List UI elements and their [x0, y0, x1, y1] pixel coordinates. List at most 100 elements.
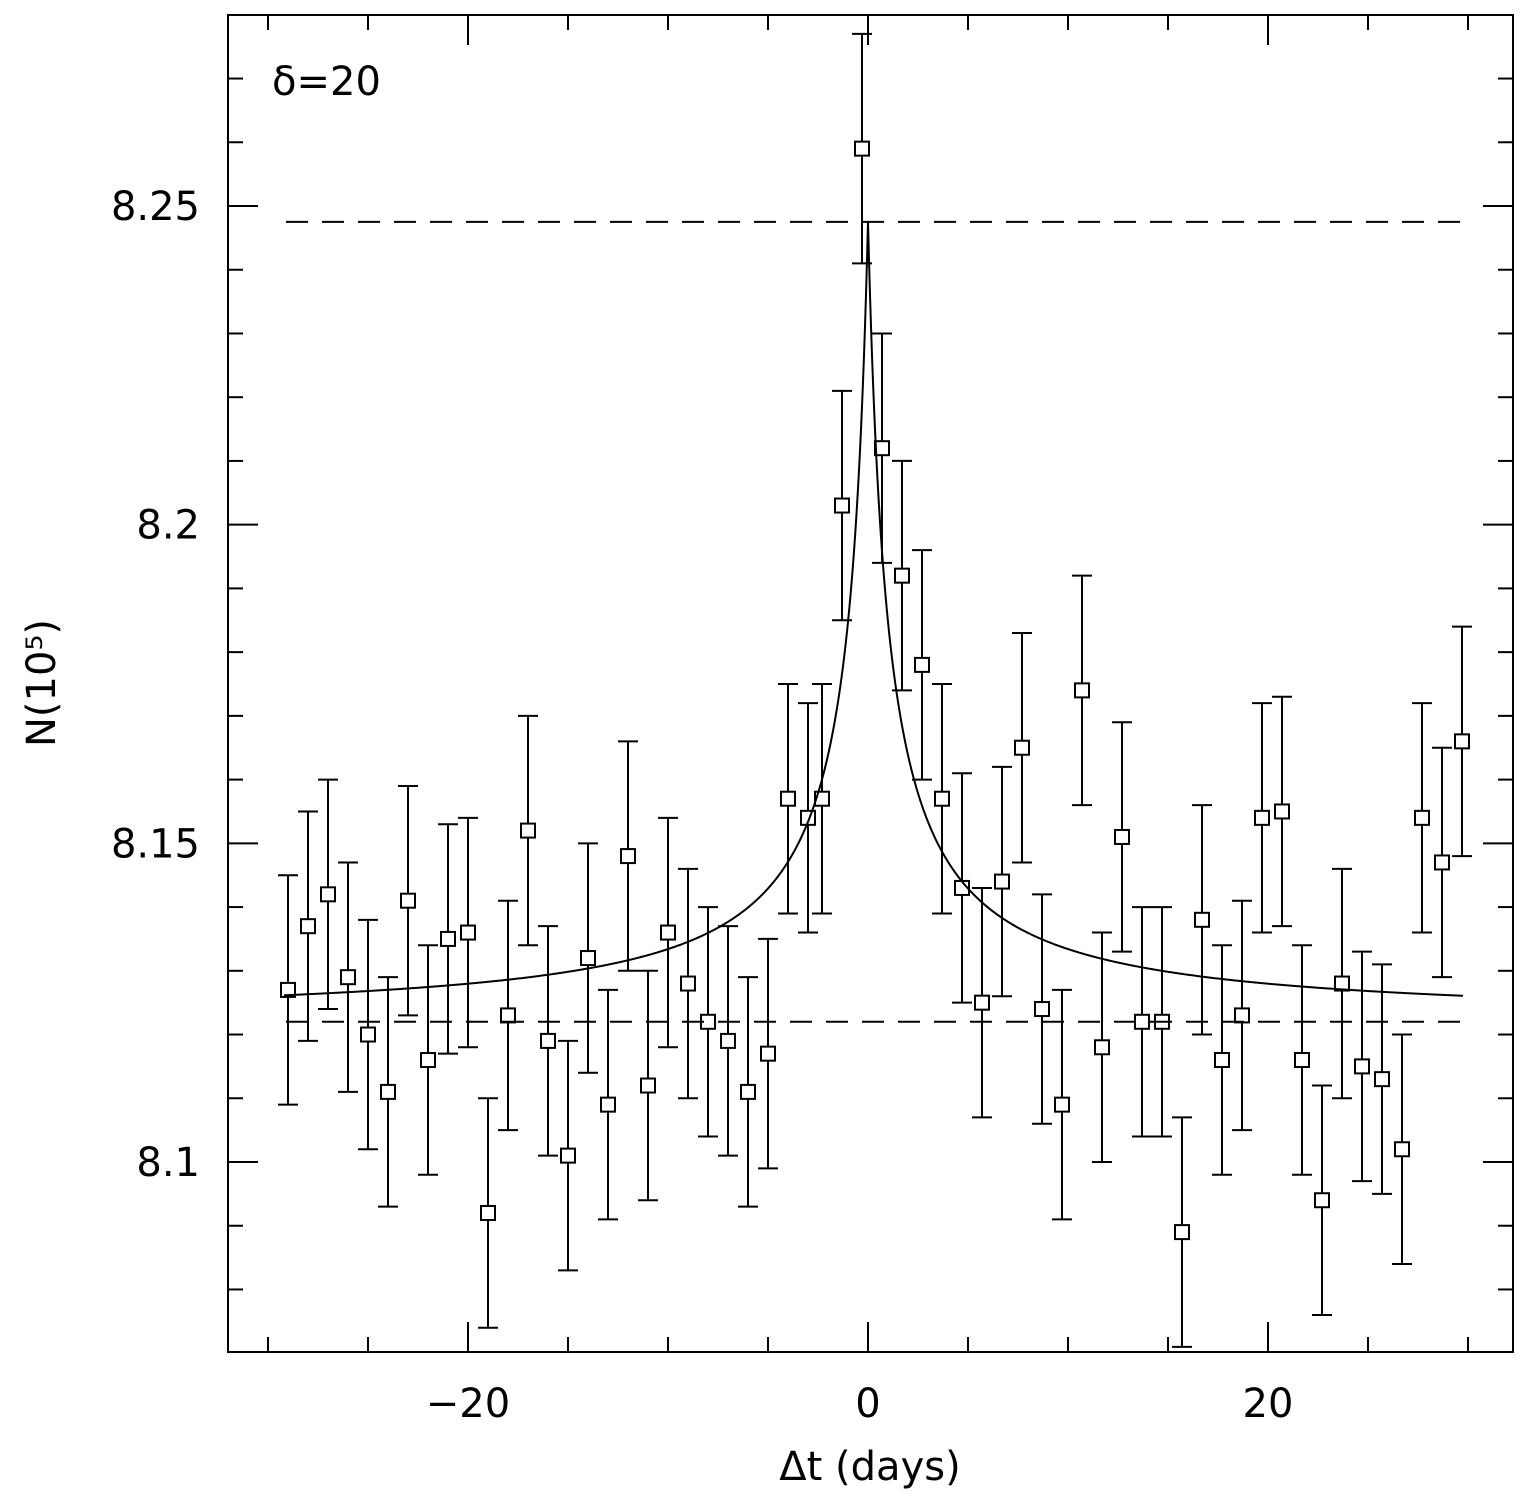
- point-marker: [540, 1032, 556, 1049]
- point-marker: [780, 790, 796, 807]
- point-marker: [934, 790, 950, 807]
- point-marker: [854, 140, 870, 157]
- data-point-4: [358, 918, 378, 1151]
- x-tick-label: 0: [855, 1381, 880, 1427]
- data-point-27: [812, 683, 832, 915]
- y-tick-label: 8.1: [136, 1140, 200, 1186]
- point-marker: [1274, 803, 1290, 820]
- axis-tick-labels: −20 0 20 8.1 8.15 8.2 8.25: [111, 184, 1294, 1427]
- data-point-11: [498, 899, 518, 1132]
- data-point-57: [1412, 702, 1432, 934]
- point-marker: [680, 975, 696, 992]
- point-marker: [1074, 682, 1090, 699]
- data-point-48: [1232, 899, 1252, 1132]
- data-point-18: [638, 969, 658, 1202]
- point-marker: [1394, 1141, 1410, 1158]
- point-marker: [814, 790, 830, 807]
- data-point-31: [892, 459, 912, 692]
- x-tick-label: 20: [1243, 1381, 1294, 1427]
- data-point-32: [912, 549, 932, 781]
- point-marker: [1014, 739, 1030, 756]
- point-marker: [1434, 854, 1450, 871]
- point-marker: [914, 656, 930, 673]
- point-marker: [520, 822, 536, 839]
- point-marker: [280, 981, 296, 998]
- data-point-34: [952, 772, 972, 1004]
- point-marker: [1214, 1052, 1230, 1069]
- point-marker: [1414, 809, 1430, 826]
- data-point-16: [598, 988, 618, 1221]
- y-tick-label: 8.2: [136, 503, 200, 549]
- point-marker: [480, 1204, 496, 1221]
- data-point-13: [538, 925, 558, 1157]
- point-marker: [660, 924, 676, 941]
- data-point-28: [832, 389, 852, 622]
- data-point-9: [458, 816, 478, 1049]
- point-marker: [994, 873, 1010, 890]
- data-point-14: [558, 1039, 578, 1272]
- point-marker: [1334, 975, 1350, 992]
- data-point-58: [1432, 746, 1452, 979]
- data-point-15: [578, 842, 598, 1074]
- data-point-38: [1032, 893, 1052, 1125]
- reference-lines: [286, 220, 1462, 1023]
- point-marker: [1054, 1096, 1070, 1113]
- point-marker: [1034, 1001, 1050, 1018]
- point-marker: [340, 969, 356, 986]
- point-marker: [1294, 1052, 1310, 1069]
- data-point-30: [872, 332, 892, 564]
- data-point-22: [718, 925, 738, 1157]
- data-point-25: [778, 683, 798, 915]
- data-point-44: [1152, 906, 1172, 1138]
- data-point-42: [1112, 721, 1132, 953]
- data-point-56: [1392, 1033, 1412, 1265]
- data-point-3: [338, 861, 358, 1093]
- point-marker: [500, 1007, 516, 1024]
- data-point-59: [1452, 625, 1472, 858]
- point-marker: [740, 1083, 756, 1100]
- point-marker: [894, 567, 910, 584]
- point-marker: [1314, 1192, 1330, 1209]
- data-point-2: [318, 778, 338, 1011]
- data-point-12: [518, 714, 538, 947]
- data-point-55: [1372, 963, 1392, 1195]
- point-marker: [1154, 1013, 1170, 1030]
- point-marker: [1454, 733, 1470, 750]
- point-marker: [834, 497, 850, 514]
- point-marker: [300, 918, 316, 935]
- fit-curve-group: [283, 221, 1464, 997]
- data-point-6: [398, 784, 418, 1017]
- data-point-37: [1012, 632, 1032, 864]
- point-marker: [620, 848, 636, 865]
- point-marker: [1194, 911, 1210, 928]
- x-axis-label: Δt (days): [779, 1444, 960, 1490]
- point-marker: [440, 930, 456, 947]
- point-marker: [600, 1096, 616, 1113]
- data-point-8: [438, 823, 458, 1055]
- data-point-24: [758, 937, 778, 1170]
- data-point-50: [1272, 695, 1292, 928]
- data-point-19: [658, 816, 678, 1049]
- point-marker: [1354, 1058, 1370, 1075]
- data-point-36: [992, 765, 1012, 998]
- point-marker: [360, 1026, 376, 1043]
- point-marker: [720, 1032, 736, 1049]
- data-points: [278, 32, 1472, 1348]
- y-axis-label: N(10⁵): [19, 619, 65, 747]
- point-marker: [1254, 809, 1270, 826]
- point-marker: [760, 1045, 776, 1062]
- data-point-1: [298, 810, 318, 1042]
- data-point-53: [1332, 867, 1352, 1100]
- data-point-29: [852, 32, 872, 265]
- data-point-21: [698, 906, 718, 1138]
- axis-ticks: [228, 15, 1513, 1352]
- data-point-52: [1312, 1084, 1332, 1316]
- annotation-label: δ=20: [272, 59, 381, 105]
- data-point-10: [478, 1097, 498, 1329]
- plot-frame: [227, 14, 1514, 1353]
- x-tick-label: −20: [426, 1381, 510, 1427]
- point-marker: [700, 1013, 716, 1030]
- point-marker: [1134, 1013, 1150, 1030]
- data-point-39: [1052, 988, 1072, 1221]
